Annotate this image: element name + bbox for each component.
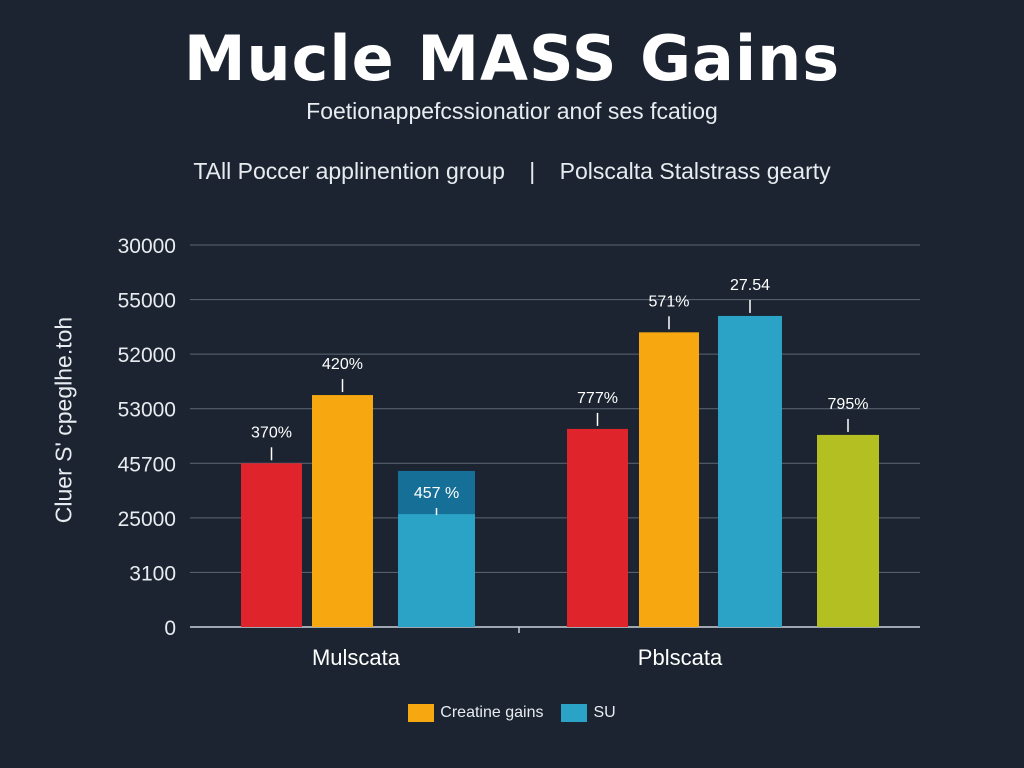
group-labels: TAll Poccer applinention group | Polscal… — [0, 158, 1024, 185]
x-category-label: Mulscata — [312, 645, 401, 670]
bar — [718, 315, 782, 627]
y-tick-label: 30000 — [118, 235, 176, 258]
data-label: 420% — [322, 356, 363, 373]
y-tick-label: 55000 — [118, 290, 176, 313]
y-tick-label: 3100 — [129, 562, 176, 585]
legend-item-su: SU — [561, 704, 616, 722]
bar — [312, 395, 373, 627]
bar — [567, 428, 628, 627]
legend-label: SU — [593, 704, 616, 721]
group-label-right: Polscalta Stalstrass gearty — [559, 158, 831, 184]
data-label: 27.54 — [730, 277, 770, 294]
y-tick-label: 52000 — [118, 344, 176, 367]
y-tick-label: 0 — [164, 617, 176, 640]
legend-swatch — [408, 704, 435, 722]
data-label: 457 % — [414, 485, 459, 502]
legend: Creatine gains SU — [0, 704, 1024, 722]
chart-title: Mucle MASS Gains — [183, 22, 841, 95]
bar — [398, 514, 475, 627]
group-separator: | — [529, 158, 536, 184]
x-category-label: Pblscata — [638, 645, 723, 670]
y-tick-label: 53000 — [118, 399, 176, 422]
bar-overlay-segment — [398, 470, 475, 515]
data-label: 571% — [649, 293, 690, 310]
data-label: 370% — [251, 424, 292, 441]
y-tick-label: 25000 — [118, 508, 176, 531]
legend-label: Creatine gains — [440, 704, 544, 721]
group-label-left: TAll Poccer applinention group — [193, 158, 505, 184]
data-label: 777% — [577, 390, 618, 407]
bar — [241, 463, 302, 627]
y-tick-label: 45700 — [118, 453, 176, 476]
legend-item-creatine: Creatine gains — [408, 704, 543, 722]
chart-subtitle: Foetionappefcssionatior anof ses fcatiog — [306, 98, 718, 124]
data-label: 795% — [828, 396, 869, 413]
bar — [817, 434, 879, 627]
bar — [639, 332, 699, 627]
legend-swatch — [561, 704, 588, 722]
